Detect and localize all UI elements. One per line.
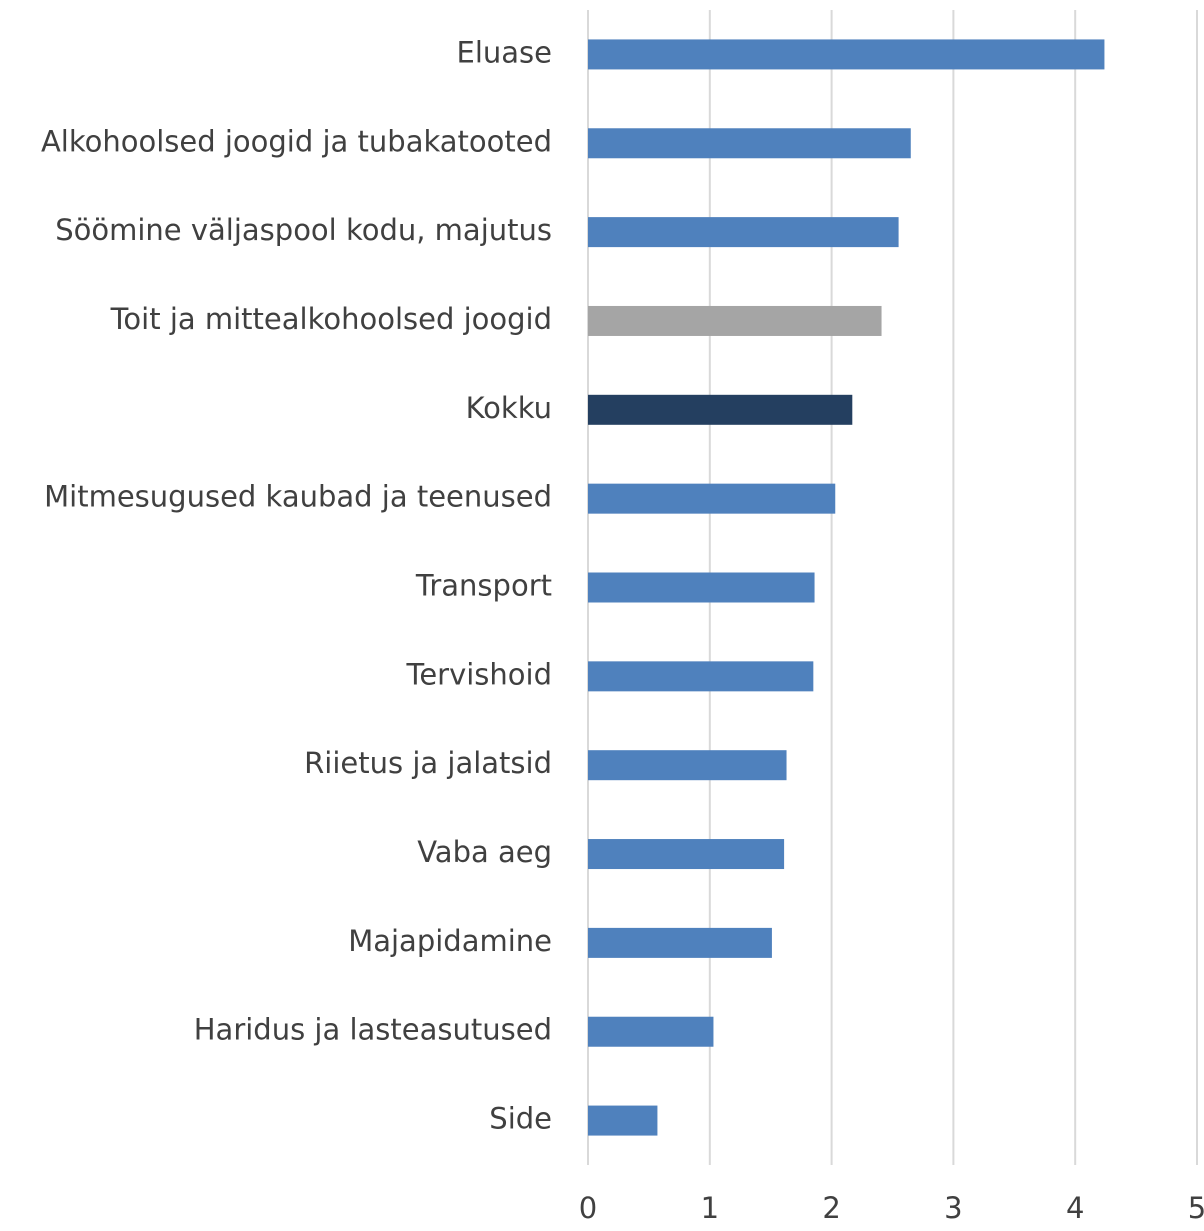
bar (588, 394, 853, 425)
y-tick-label: Eluase (457, 35, 552, 69)
bar (588, 1105, 658, 1136)
x-tick-label: 3 (944, 1191, 962, 1225)
bar (588, 927, 772, 958)
x-tick-label: 5 (1188, 1191, 1204, 1225)
bar (588, 750, 787, 781)
bar (588, 305, 882, 336)
bar (588, 39, 1105, 70)
x-tick-label: 1 (701, 1191, 719, 1225)
y-tick-label: Side (489, 1102, 552, 1136)
y-tick-label: Tervishoid (406, 657, 552, 691)
bar (588, 483, 836, 514)
bar (588, 839, 785, 870)
x-tick-label: 4 (1066, 1191, 1084, 1225)
y-tick-label: Söömine väljaspool kodu, majutus (55, 213, 552, 247)
y-tick-label: Toit ja mittealkohoolsed joogid (110, 302, 552, 336)
y-tick-label: Transport (415, 569, 552, 603)
x-tick-label: 0 (579, 1191, 597, 1225)
bar (588, 128, 911, 159)
y-tick-label: Riietus ja jalatsid (304, 746, 552, 780)
y-tick-label: Kokku (466, 391, 552, 425)
x-tick-label: 2 (822, 1191, 840, 1225)
y-tick-label: Majapidamine (348, 924, 552, 958)
bar (588, 1016, 714, 1047)
bar (588, 572, 815, 603)
y-tick-label: Vaba aeg (417, 835, 552, 869)
bar (588, 661, 814, 692)
y-tick-label: Mitmesugused kaubad ja teenused (44, 480, 552, 514)
y-tick-label: Haridus ja lasteasutused (194, 1013, 552, 1047)
bar (588, 217, 899, 248)
y-tick-label: Alkohoolsed joogid ja tubakatooted (41, 124, 552, 158)
